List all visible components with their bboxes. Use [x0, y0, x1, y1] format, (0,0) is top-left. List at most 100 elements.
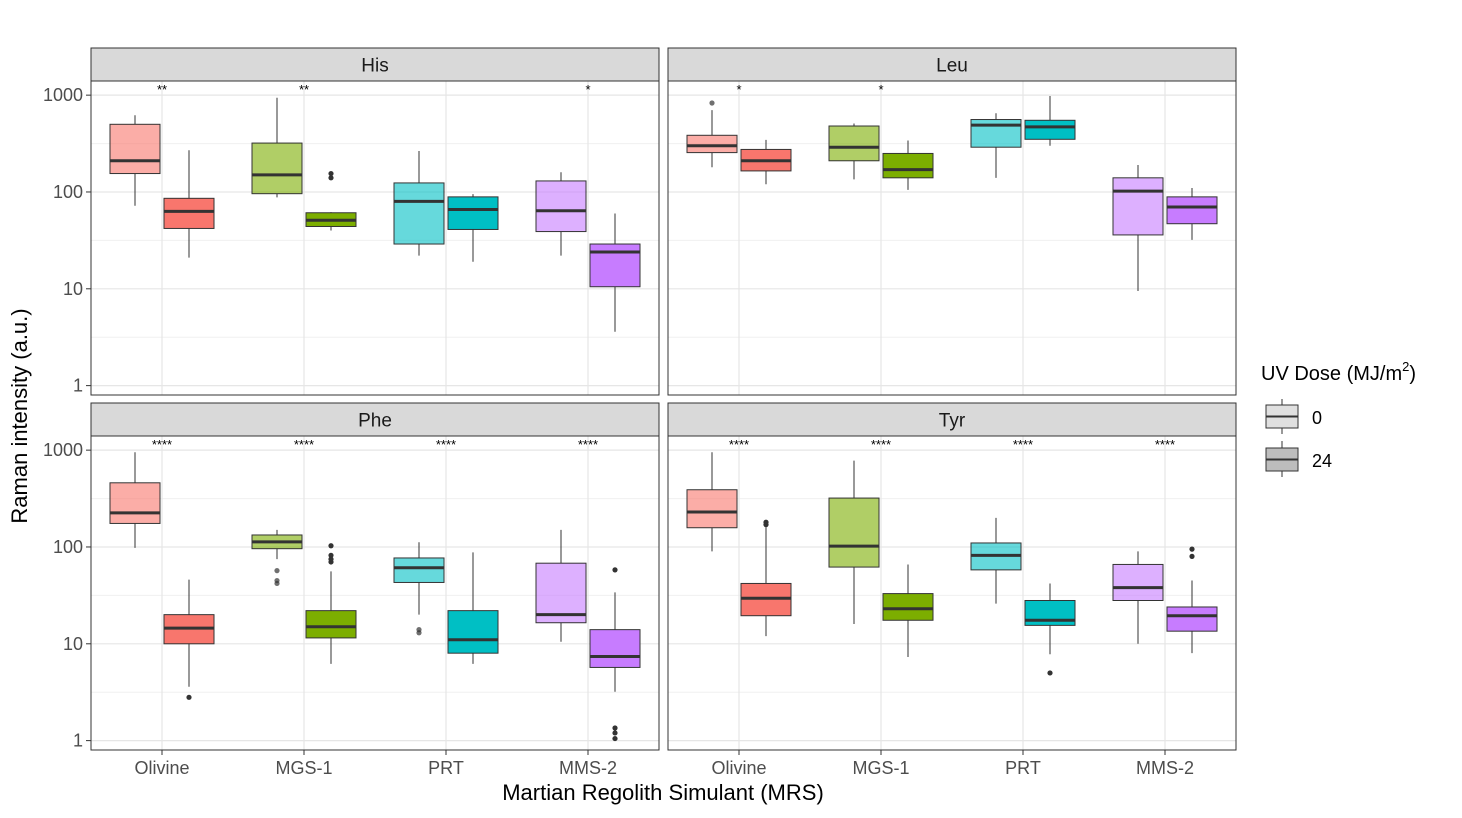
- box-body: [828, 497, 880, 568]
- box-mms-2-dose-0: [1112, 164, 1164, 291]
- significance-label: ****: [871, 437, 891, 452]
- y-tick-label: 1: [73, 376, 83, 396]
- outlier-point: [612, 730, 618, 736]
- box-mms-2-dose-0: [1112, 551, 1164, 644]
- x-tick-label: Olivine: [134, 758, 189, 778]
- panel-strip-label: Tyr: [939, 411, 966, 432]
- outlier-point: [612, 735, 618, 742]
- box-mgs-1-dose-24: [882, 140, 934, 190]
- y-tick-label: 100: [53, 537, 83, 557]
- box-prt-dose-0: [970, 113, 1022, 178]
- significance-label: ****: [436, 437, 456, 452]
- outlier-point: [328, 170, 334, 177]
- box-mms-2-dose-24: [589, 213, 641, 332]
- y-tick-label: 1: [73, 731, 83, 751]
- outlier-point: [274, 577, 280, 584]
- panel-strip-label: Phe: [358, 411, 392, 432]
- significance-label: ****: [152, 437, 172, 452]
- y-tick-label: 1000: [43, 85, 83, 105]
- outlier-point: [186, 694, 192, 700]
- box-olivine-dose-0: [109, 115, 161, 206]
- outlier-point: [1047, 670, 1053, 676]
- x-tick-label: PRT: [428, 758, 464, 778]
- legend-label-dose-24: 24: [1312, 451, 1332, 471]
- significance-label: *: [878, 82, 883, 97]
- box-body: [1166, 196, 1218, 225]
- panel-background: [91, 81, 659, 395]
- box-olivine-dose-24: [740, 139, 792, 185]
- legend-title-sup: 2: [1402, 359, 1409, 374]
- legend-title: UV Dose (MJ/m2): [1261, 359, 1416, 385]
- box-prt-dose-24: [447, 194, 499, 262]
- box-body: [882, 593, 934, 621]
- box-prt-dose-0: [970, 517, 1022, 604]
- box-prt-dose-0: [393, 542, 445, 636]
- outlier-point: [416, 627, 422, 633]
- box-body: [828, 125, 880, 162]
- outlier-point: [328, 175, 334, 181]
- box-body: [305, 610, 357, 639]
- box-body: [1112, 177, 1164, 236]
- box-mgs-1-dose-0: [251, 97, 303, 198]
- outlier-point: [274, 568, 280, 574]
- panel-border: [90, 435, 660, 751]
- x-tick-label: Olivine: [711, 758, 766, 778]
- outlier-point: [1189, 546, 1195, 552]
- significance-label: **: [157, 82, 167, 97]
- box-olivine-dose-0: [109, 452, 161, 548]
- legend-title-main: UV Dose (MJ/m: [1261, 363, 1402, 385]
- box-body: [882, 152, 934, 179]
- panel-phe: Phe **** **** **** **** 1 10 100 1000 Olivine MGS-…: [43, 402, 660, 778]
- box-mms-2-dose-24: [1166, 187, 1218, 240]
- box-mgs-1-dose-0: [828, 123, 880, 180]
- outlier-point: [709, 100, 715, 106]
- box-olivine-dose-24: [740, 519, 792, 637]
- box-body: [109, 482, 161, 524]
- box-prt-dose-24: [1024, 95, 1076, 146]
- box-olivine-dose-0: [686, 452, 738, 552]
- box-body: [535, 562, 587, 624]
- outlier-point: [1189, 553, 1195, 559]
- box-mgs-1-dose-24: [305, 170, 357, 231]
- legend-item-24: 24: [1265, 441, 1332, 477]
- outlier-point: [328, 552, 334, 558]
- panel-strip-label: Leu: [936, 56, 968, 77]
- box-olivine-dose-24: [163, 579, 215, 700]
- box-mms-2-dose-0: [535, 529, 587, 642]
- box-body: [163, 197, 215, 229]
- significance-label: ****: [578, 437, 598, 452]
- box-body: [686, 134, 738, 154]
- panel-strip: [667, 47, 1237, 82]
- box-mms-2-dose-24: [1166, 546, 1218, 654]
- box-mms-2-dose-0: [535, 172, 587, 256]
- box-body: [447, 196, 499, 230]
- outlier-point: [612, 725, 618, 731]
- x-tick-label: MGS-1: [852, 758, 909, 778]
- x-axis-title: Martian Regolith Simulant (MRS): [502, 780, 824, 805]
- y-tick-label: 10: [63, 634, 83, 654]
- panel-strip: [667, 402, 1237, 437]
- legend: UV Dose (MJ/m2) 0 24: [1261, 359, 1416, 477]
- x-tick-label: MMS-2: [1136, 758, 1194, 778]
- legend-title-end: ): [1409, 363, 1416, 385]
- box-body: [1112, 563, 1164, 601]
- box-mgs-1-dose-24: [882, 564, 934, 658]
- box-body: [109, 123, 161, 175]
- outlier-point: [328, 556, 334, 562]
- box-prt-dose-0: [393, 150, 445, 256]
- box-body: [1166, 606, 1218, 632]
- box-body: [1024, 119, 1076, 140]
- box-body: [447, 610, 499, 654]
- panel-border: [667, 435, 1237, 751]
- box-mms-2-dose-24: [589, 567, 641, 742]
- significance-label: ****: [294, 437, 314, 452]
- x-tick-label: MGS-1: [275, 758, 332, 778]
- x-tick-label: MMS-2: [559, 758, 617, 778]
- significance-label: *: [736, 82, 741, 97]
- outlier-point: [612, 567, 618, 573]
- outlier-point: [763, 519, 769, 525]
- y-tick-label: 1000: [43, 440, 83, 460]
- panel-border: [667, 80, 1237, 396]
